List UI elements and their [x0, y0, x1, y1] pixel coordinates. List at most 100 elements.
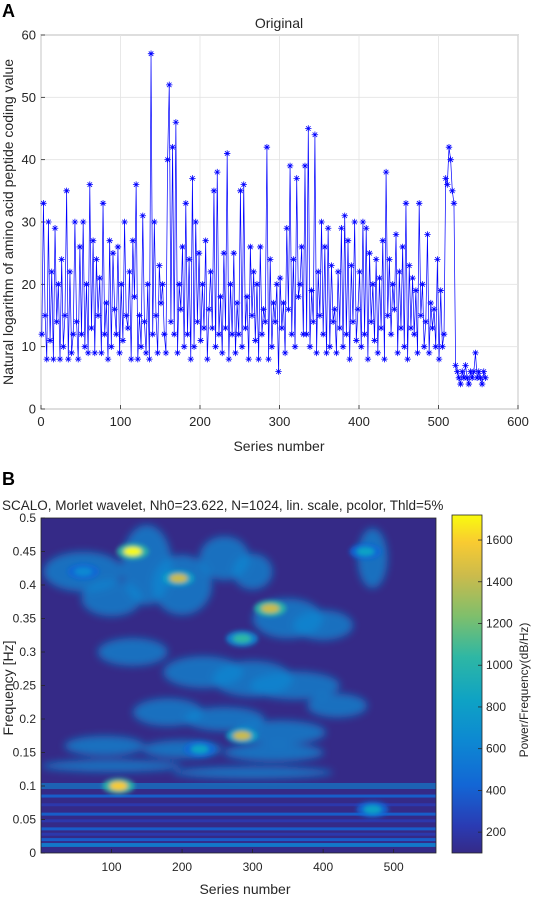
y-axis-label-a: Natural logarithm of amino acid peptide … — [0, 59, 16, 385]
data-point — [445, 144, 453, 151]
data-point — [137, 343, 145, 350]
data-point — [219, 349, 226, 357]
data-point — [376, 274, 383, 282]
data-point — [394, 349, 401, 357]
data-point — [40, 200, 47, 207]
data-point — [152, 312, 160, 319]
x-tick-label: 400 — [348, 414, 370, 429]
data-point — [407, 324, 415, 332]
data-point — [147, 50, 155, 57]
data-point — [89, 237, 97, 244]
data-point — [123, 312, 130, 319]
data-point — [424, 231, 431, 238]
data-point — [348, 262, 355, 269]
data-point — [422, 318, 430, 325]
data-point — [374, 349, 382, 357]
data-point — [323, 349, 330, 357]
data-point — [369, 281, 377, 288]
data-point — [404, 355, 411, 363]
data-point — [262, 318, 269, 325]
data-point — [412, 287, 420, 294]
data-point — [343, 331, 350, 338]
frequency-band — [41, 819, 436, 823]
data-point — [367, 318, 375, 325]
data-point — [212, 343, 219, 350]
data-point — [235, 331, 242, 338]
hotspot — [74, 567, 93, 577]
data-point — [430, 306, 438, 313]
data-point — [200, 324, 208, 332]
x-axis-label-b: Series number — [199, 881, 290, 897]
y-tick-label: 0.2 — [19, 712, 36, 726]
data-point — [406, 262, 413, 269]
data-point — [452, 362, 459, 369]
data-point — [414, 349, 421, 357]
data-point — [252, 337, 259, 344]
data-point — [78, 331, 85, 338]
data-point — [99, 200, 107, 207]
data-point — [111, 306, 118, 313]
data-point — [257, 243, 264, 251]
data-point — [192, 218, 199, 226]
data-point — [271, 318, 279, 325]
x-tick-label: 500 — [384, 860, 404, 874]
colorbar-tick-label: 1200 — [486, 616, 513, 630]
data-point — [66, 268, 74, 276]
data-point — [141, 318, 148, 325]
data-point — [459, 368, 466, 375]
data-point — [482, 374, 489, 382]
frequency-band — [41, 803, 436, 807]
texture-blob — [64, 735, 145, 756]
data-point — [116, 349, 123, 357]
x-tick-label: 200 — [189, 414, 211, 429]
data-point — [310, 318, 317, 325]
data-point — [283, 225, 290, 232]
data-point — [127, 355, 135, 363]
data-point — [281, 349, 289, 357]
data-point — [139, 212, 146, 219]
x-tick-label: 100 — [110, 414, 132, 429]
data-point — [177, 306, 185, 313]
data-point — [331, 306, 338, 313]
texture-blob — [232, 553, 273, 590]
data-point — [149, 331, 156, 338]
data-point — [233, 299, 241, 307]
data-point — [306, 343, 314, 350]
data-point — [462, 362, 469, 369]
data-point — [334, 268, 342, 276]
data-point — [268, 343, 276, 350]
data-point — [50, 355, 57, 363]
data-point — [305, 125, 312, 132]
data-point — [401, 343, 408, 350]
data-point — [215, 331, 223, 338]
data-point — [146, 355, 153, 363]
data-point — [162, 349, 170, 357]
data-point — [164, 156, 171, 163]
data-point — [106, 237, 113, 244]
data-point — [79, 218, 87, 226]
data-point — [217, 293, 224, 300]
data-point — [440, 331, 448, 338]
data-point — [308, 287, 315, 294]
heatmap-chart: SCALO, Morlet wavelet, Nh0=23.622, N=102… — [0, 498, 531, 897]
data-point — [58, 256, 65, 263]
data-point — [270, 299, 277, 307]
data-point — [454, 368, 461, 375]
data-point — [449, 187, 456, 195]
data-point — [354, 306, 362, 313]
data-point — [103, 299, 110, 307]
data-point — [238, 343, 246, 350]
colorbar-ticks: 200 400 600 800 1000 1200 1400 1600 — [478, 533, 513, 839]
data-point — [253, 281, 261, 288]
data-point — [361, 331, 368, 338]
data-point — [429, 324, 436, 332]
data-point — [129, 237, 137, 244]
data-point — [387, 331, 395, 338]
data-point — [315, 268, 322, 276]
data-point — [209, 324, 216, 332]
hotspot — [233, 634, 252, 644]
data-point — [295, 293, 302, 300]
data-point — [172, 119, 180, 126]
x-tick-label: 0 — [37, 414, 44, 429]
